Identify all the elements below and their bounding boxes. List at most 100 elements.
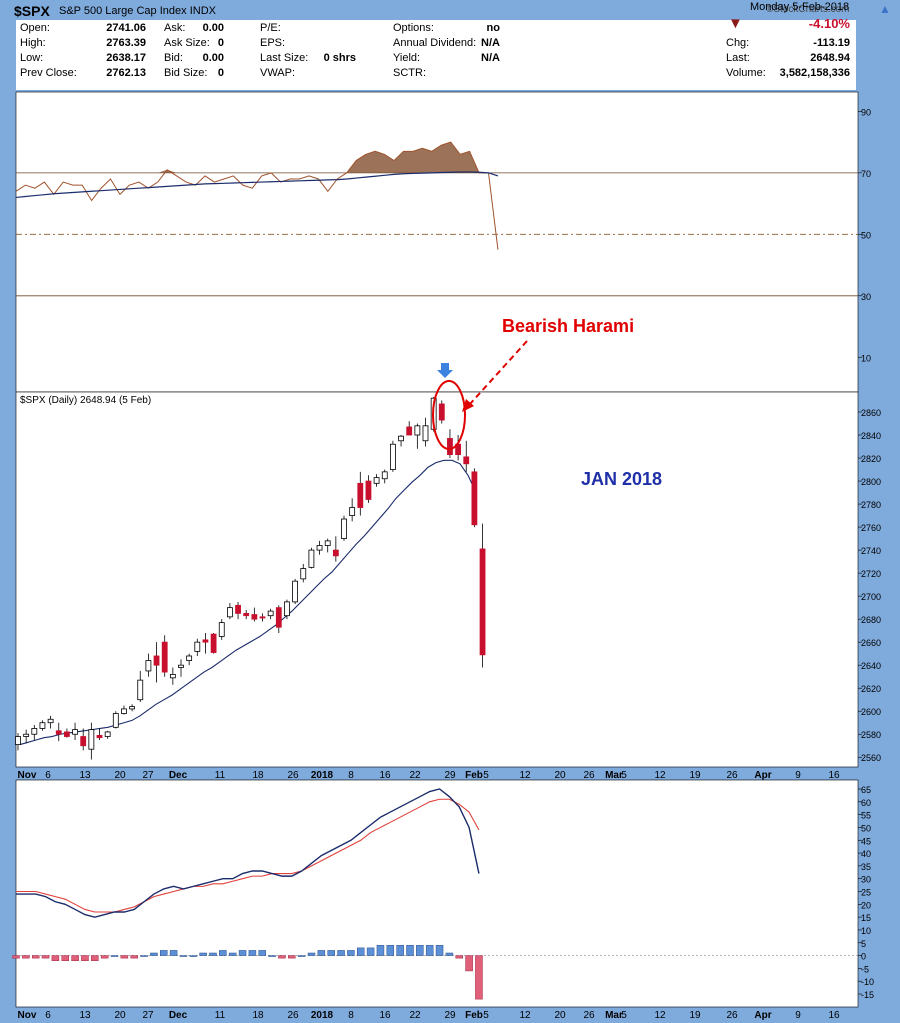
macd-tick-label: 40 xyxy=(861,849,871,859)
macd-histogram-bar xyxy=(445,952,454,956)
candle-body xyxy=(145,660,152,672)
yield-label: Yield: xyxy=(393,52,421,64)
scroll-up-icon[interactable]: ▲ xyxy=(879,2,891,16)
high-value: 2763.39 xyxy=(106,37,146,49)
ask-size-label: Ask Size: xyxy=(164,37,210,49)
volume-label: Volume: xyxy=(726,67,766,79)
macd-histogram-bar xyxy=(120,955,129,959)
price-tick-label: 2640 xyxy=(861,661,881,671)
price-x-label: 20 xyxy=(114,770,126,781)
macd-histogram-bar xyxy=(71,955,79,961)
options-value: no xyxy=(486,22,500,34)
ask-value: 0.00 xyxy=(202,22,224,34)
macd-histogram-bar xyxy=(347,950,355,956)
rsi-panel: 90 70 50 30 10 xyxy=(15,91,871,393)
candle-body xyxy=(308,549,315,568)
candle-body xyxy=(365,480,372,500)
price-x-label: 13 xyxy=(79,770,91,781)
quote-panel: Open: 2741.06 High: 2763.39 Low: 2638.17… xyxy=(16,1,856,90)
candle-body xyxy=(471,471,478,526)
price-x-label: 22 xyxy=(409,770,421,781)
price-tick-label: 2620 xyxy=(861,684,881,694)
macd-histogram-bar xyxy=(91,955,99,961)
candle-body xyxy=(259,616,266,619)
macd-x-label: 26 xyxy=(583,1010,595,1021)
candle-body xyxy=(316,545,323,551)
macd-x-label: 26 xyxy=(726,1010,738,1021)
macd-histogram-bar xyxy=(238,950,247,956)
candle-body xyxy=(267,610,274,617)
macd-histogram-bar xyxy=(386,945,395,956)
macd-tick-label: 45 xyxy=(861,836,871,846)
macd-x-label: 26 xyxy=(287,1010,299,1021)
macd-tick-label: 20 xyxy=(861,900,871,910)
price-tick-label: 2600 xyxy=(861,707,881,717)
peak-arrow-icon xyxy=(437,363,453,378)
ask-label: Ask: xyxy=(164,22,186,34)
eps-label: EPS: xyxy=(260,37,286,49)
candle-body xyxy=(398,435,404,442)
price-tick-label: 2720 xyxy=(861,569,881,579)
macd-tick-label: 35 xyxy=(861,862,871,872)
open-label: Open: xyxy=(20,22,50,34)
price-legend: $SPX (Daily) 2648.94 (5 Feb) xyxy=(20,395,151,406)
price-x-label: 26 xyxy=(583,770,595,781)
macd-tick-label: 15 xyxy=(861,913,871,923)
macd-line xyxy=(16,788,480,918)
macd-histogram-bar xyxy=(110,955,119,957)
macd-histogram-bar xyxy=(61,955,69,961)
candle-body xyxy=(357,482,364,508)
price-x-label: 6 xyxy=(45,770,51,781)
prev-close-value: 2762.13 xyxy=(106,67,146,79)
candle-body xyxy=(226,607,233,618)
candle-body xyxy=(96,734,103,739)
price-x-label: Nov xyxy=(18,770,37,781)
candle-body xyxy=(121,708,127,714)
candle-body xyxy=(447,438,453,455)
low-value: 2638.17 xyxy=(106,52,146,64)
macd-histogram-bar xyxy=(317,950,326,956)
price-x-label: Feb xyxy=(465,770,483,781)
candle-body xyxy=(243,612,250,617)
macd-histogram-bar xyxy=(81,955,89,961)
symbol-title: $SPX xyxy=(14,3,50,19)
macd-x-label: 8 xyxy=(348,1010,354,1021)
candle-body xyxy=(414,425,421,436)
price-tick-label: 2760 xyxy=(861,523,881,533)
candle-body xyxy=(332,549,339,557)
macd-x-label: Feb xyxy=(465,1010,483,1021)
moving-average-line xyxy=(19,459,477,746)
candle-body xyxy=(55,730,62,735)
down-arrow-icon: ▼ xyxy=(728,15,743,32)
index-name: S&P 500 Large Cap Index xyxy=(59,5,187,17)
rsi-tick-label: 30 xyxy=(861,292,871,302)
dividend-label: Annual Dividend: xyxy=(393,37,477,49)
macd-histogram-bar xyxy=(268,955,276,957)
macd-histogram-bar xyxy=(307,952,316,956)
candle-body xyxy=(438,403,445,421)
last-size-label: Last Size: xyxy=(260,52,309,64)
candle-body xyxy=(341,518,347,539)
macd-x-label: Dec xyxy=(169,1010,188,1021)
macd-histogram-bar xyxy=(228,952,237,956)
price-tick-label: 2580 xyxy=(861,730,881,740)
macd-histogram-bar xyxy=(475,955,483,1000)
high-label: High: xyxy=(20,37,46,49)
symbol-subtitle: S&P 500 Large Cap Index INDX xyxy=(59,5,216,17)
price-x-label: Dec xyxy=(169,770,188,781)
macd-x-label: 2018 xyxy=(311,1010,334,1021)
candle-body xyxy=(39,722,46,729)
macd-histogram-bar xyxy=(100,955,109,959)
macd-histogram-bar xyxy=(455,955,463,959)
bid-label: Bid: xyxy=(164,52,183,64)
macd-histogram-bar xyxy=(297,955,306,957)
price-x-label: Apr xyxy=(754,770,771,781)
macd-histogram-bar xyxy=(366,947,375,956)
macd-histogram-bar xyxy=(130,955,138,959)
candle-body xyxy=(389,443,396,470)
candle-body xyxy=(161,641,168,673)
macd-histogram-bar xyxy=(140,955,148,957)
macd-tick-label: 0 xyxy=(861,952,866,962)
